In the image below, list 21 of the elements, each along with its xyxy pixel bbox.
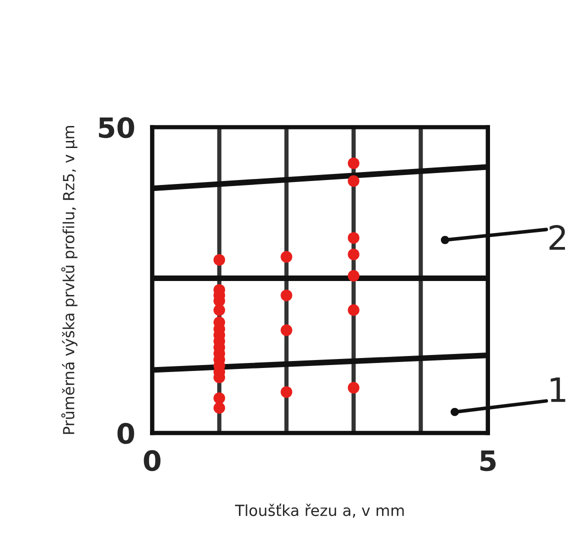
point [213,254,226,266]
y-tick-label: 50 [98,117,134,138]
point [280,251,292,263]
point [348,304,360,316]
text: 1 [550,378,566,402]
point [213,402,226,414]
point [348,248,360,260]
text: 2 [550,225,565,250]
point [348,175,360,187]
point [213,392,226,404]
point [348,382,360,394]
point [280,386,292,398]
point [280,290,292,302]
point [348,270,360,282]
point [280,324,292,336]
x-tick-label: 5 [480,450,496,472]
y-axis-title: Průměrná výška prvků profilu, Rz5, v µm [61,126,78,434]
point [348,232,360,244]
x-axis-title: Tloušťka řezu a, v mm [235,504,404,518]
point [348,157,360,170]
point [213,304,226,316]
